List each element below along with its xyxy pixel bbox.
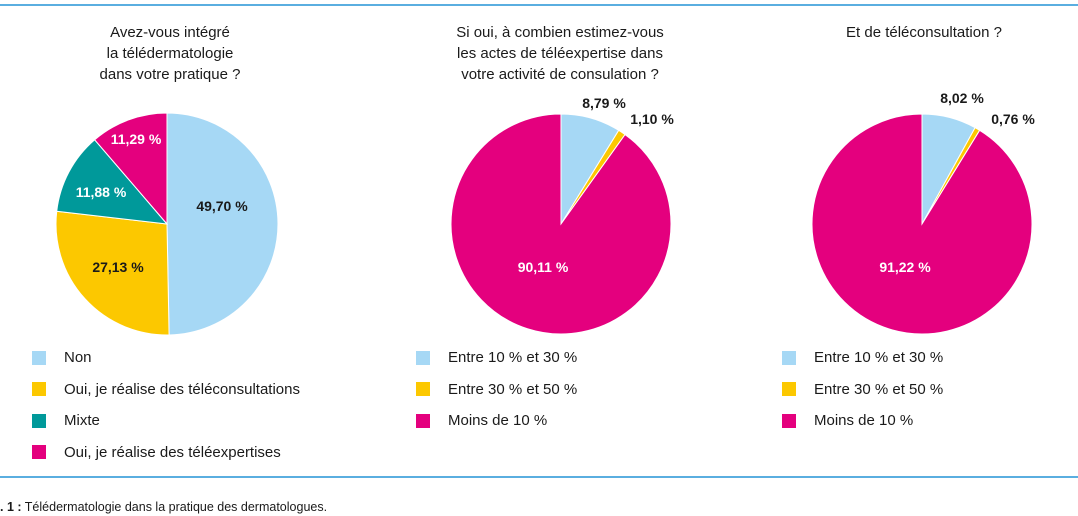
legend-label: Mixte	[64, 412, 100, 430]
slice-value-label: 11,88 %	[76, 184, 127, 200]
pie-chart: 49,70 % 27,13 % 11,88 % 11,29 %	[55, 112, 279, 336]
pie-slice-oui-je-realise-des-teleconsultations	[55, 210, 170, 336]
legend-item: Moins de 10 %	[416, 405, 577, 437]
legend-item: Mixte	[32, 405, 300, 437]
legend-item: Non	[32, 342, 300, 374]
legend-swatch	[782, 350, 796, 365]
pie-slice-mixte	[56, 139, 169, 225]
pie-slice-moins-de-10	[811, 113, 1033, 335]
legend-label: Oui, je réalise des téléexpertises	[64, 443, 281, 461]
legend-label: Moins de 10 %	[814, 412, 914, 430]
slice-value-label: 90,11 %	[518, 259, 569, 275]
legend-swatch	[416, 350, 430, 365]
legend-item: Oui, je réalise des téléconsultations	[32, 374, 300, 406]
bottom-rule	[0, 476, 1078, 478]
legend-item: Entre 30 % et 50 %	[416, 374, 577, 406]
slice-value-label: 1,10 %	[630, 111, 674, 127]
legend-item: Oui, je réalise des téléexpertises	[32, 437, 300, 469]
slice-value-label: 11,29 %	[111, 131, 162, 147]
legend-swatch	[32, 382, 46, 397]
slice-value-label: 49,70 %	[196, 198, 248, 214]
legend: Entre 10 % et 30 % Entre 30 % et 50 % Moin…	[782, 342, 943, 437]
legend-swatch	[416, 413, 430, 428]
pie-slice-oui-je-realise-des-teleexpertises	[93, 112, 168, 226]
legend-label: Entre 10 % et 30 %	[448, 349, 578, 367]
pie-panel-integration: Avez-vous intégré la télédermatologie da…	[0, 0, 340, 470]
figure-caption: . 1 : Télédermatologie dans la pratique …	[0, 500, 327, 514]
legend-swatch	[416, 382, 430, 397]
caption-prefix: . 1 :	[0, 500, 22, 514]
caption-text: Télédermatologie dans la pratique des de…	[24, 500, 328, 514]
slice-value-label: 0,76 %	[991, 111, 1035, 127]
legend-label: Entre 10 % et 30 %	[814, 349, 944, 367]
slice-value-label: 27,13 %	[92, 259, 144, 275]
legend-swatch	[32, 445, 46, 460]
pie-panel-teleconsultation: Et de téléconsultation ? 8,02 % 0,76 % 91,…	[770, 0, 1078, 470]
legend-item: Entre 10 % et 30 %	[416, 342, 577, 374]
legend-label: Entre 30 % et 50 %	[814, 380, 944, 398]
pie-slice-moins-de-10	[450, 113, 672, 335]
pie-chart: 8,79 %1,10 % 90,11 %	[450, 95, 674, 335]
legend: Non Oui, je réalise des téléconsultations…	[32, 342, 300, 468]
slice-value-label: 8,79 %	[582, 95, 626, 111]
legend-label: Non	[64, 349, 92, 367]
legend-swatch	[32, 413, 46, 428]
legend-swatch	[782, 413, 796, 428]
pie-panel-teleexpertise: Si oui, à combien estimez-vous les actes…	[380, 0, 740, 470]
legend-item: Moins de 10 %	[782, 405, 943, 437]
legend: Entre 10 % et 30 % Entre 30 % et 50 % Moin…	[416, 342, 577, 437]
pie-slice-non	[166, 112, 279, 336]
pie-chart: 8,02 % 0,76 % 91,22 %	[811, 90, 1035, 335]
legend-label: Entre 30 % et 50 %	[448, 380, 578, 398]
legend-item: Entre 30 % et 50 %	[782, 374, 943, 406]
legend-swatch	[32, 350, 46, 365]
legend-item: Entre 10 % et 30 %	[782, 342, 943, 374]
chart-title: Et de téléconsultation ?	[846, 24, 1002, 41]
slice-value-label: 8,02 %	[940, 90, 984, 106]
chart-title: Si oui, à combien estimez-vous les actes…	[456, 24, 664, 83]
legend-label: Oui, je réalise des téléconsultations	[64, 380, 300, 398]
top-rule	[0, 4, 1078, 6]
legend-swatch	[782, 382, 796, 397]
chart-title: Avez-vous intégré la télédermatologie da…	[99, 24, 241, 83]
legend-label: Moins de 10 %	[448, 412, 548, 430]
slice-value-label: 91,22 %	[879, 259, 931, 275]
